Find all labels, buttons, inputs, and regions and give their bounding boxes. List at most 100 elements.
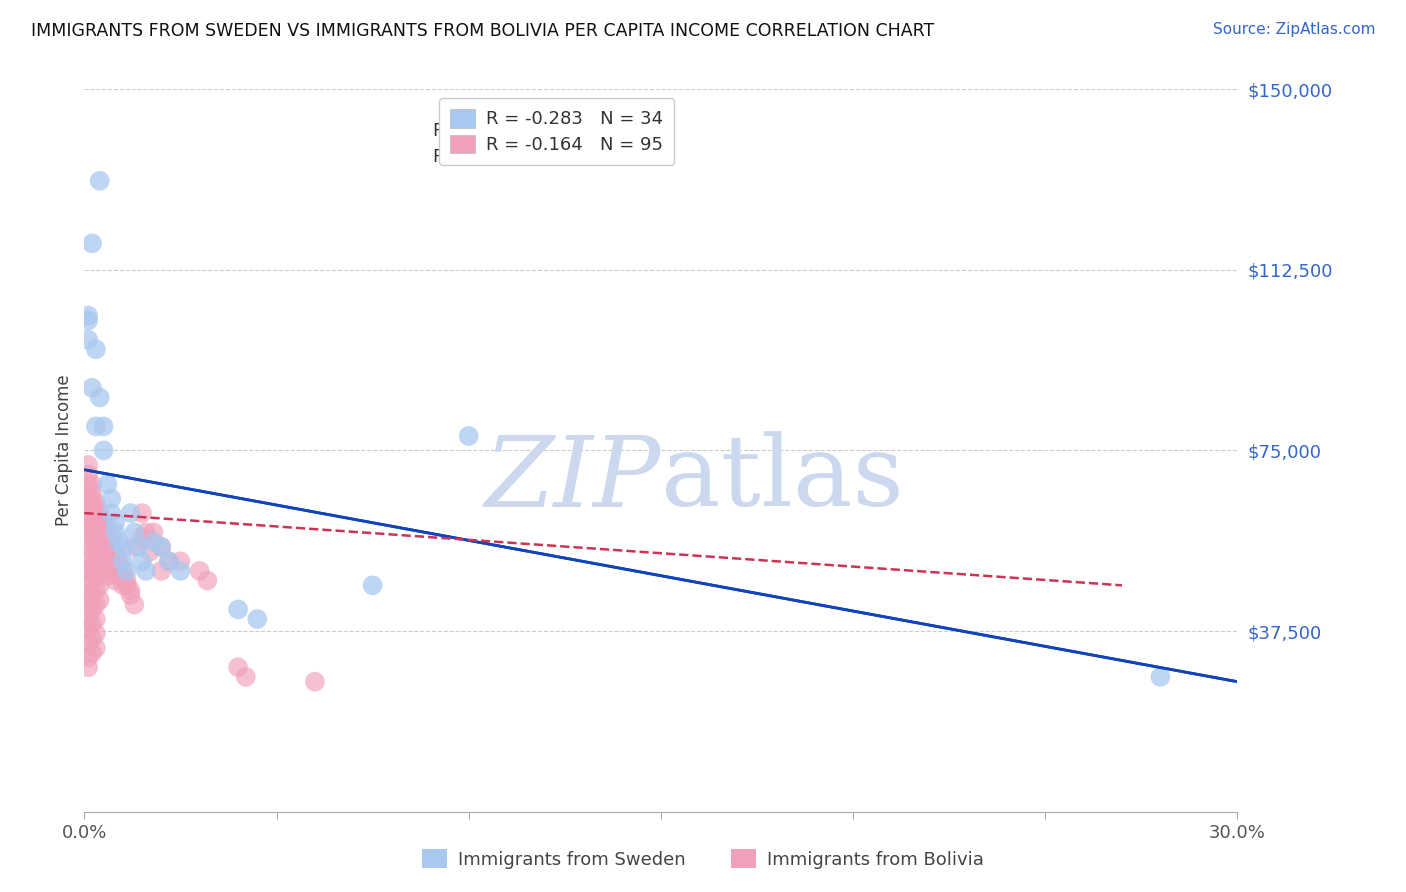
Point (111, 564, 134, 578)
Point (93, 544, 115, 558)
Point (77, 598, 100, 612)
Point (89, 506, 111, 520)
Point (100, 506, 122, 520)
Point (127, 540, 149, 554)
Point (93, 520, 115, 534)
Point (111, 568, 134, 582)
Point (124, 540, 146, 554)
Point (93, 530, 115, 544)
Point (89, 391, 111, 405)
Point (111, 578, 134, 592)
Point (138, 544, 160, 558)
Point (80, 646, 103, 660)
Point (84, 496, 107, 510)
Point (80, 602, 103, 616)
Point (104, 544, 127, 558)
Point (100, 491, 122, 506)
Point (80, 559, 103, 574)
Point (89, 549, 111, 564)
Point (124, 598, 146, 612)
Point (84, 511, 107, 525)
Point (89, 592, 111, 607)
Text: IMMIGRANTS FROM SWEDEN VS IMMIGRANTS FROM BOLIVIA PER CAPITA INCOME CORRELATION : IMMIGRANTS FROM SWEDEN VS IMMIGRANTS FRO… (31, 22, 934, 40)
Point (84, 568, 107, 582)
Point (150, 540, 173, 554)
Point (96, 525, 118, 540)
Point (108, 535, 131, 549)
Point (84, 626, 107, 640)
Text: -0.164: -0.164 (471, 148, 534, 167)
Point (111, 554, 134, 568)
Point (108, 554, 131, 568)
Point (111, 540, 134, 554)
Point (77, 588, 100, 602)
Point (124, 525, 146, 540)
Point (89, 564, 111, 578)
Text: N = 95: N = 95 (510, 148, 591, 167)
Point (115, 564, 138, 578)
Point (84, 640, 107, 655)
Text: Source: ZipAtlas.com: Source: ZipAtlas.com (1212, 22, 1375, 37)
Point (77, 564, 100, 578)
Point (80, 381, 103, 395)
Point (142, 525, 165, 540)
Point (226, 660, 249, 674)
Point (235, 670, 257, 684)
Point (80, 616, 103, 631)
Legend: R = -0.283   N = 34, R = -0.164   N = 95: R = -0.283 N = 34, R = -0.164 N = 95 (439, 98, 673, 165)
Point (304, 674, 326, 689)
Point (131, 554, 153, 568)
Point (100, 540, 122, 554)
Text: ZIP: ZIP (485, 432, 661, 527)
Point (84, 583, 107, 598)
Point (100, 564, 122, 578)
Point (169, 564, 191, 578)
Point (150, 540, 173, 554)
Point (195, 574, 218, 588)
Point (150, 564, 173, 578)
Point (89, 520, 111, 534)
Point (84, 612, 107, 626)
Point (84, 554, 107, 568)
Point (77, 612, 100, 626)
Point (131, 530, 153, 544)
Point (89, 511, 111, 525)
Point (104, 525, 127, 540)
Point (135, 564, 157, 578)
Point (77, 622, 100, 636)
Point (457, 429, 479, 443)
Point (96, 540, 118, 554)
Point (77, 506, 100, 520)
Point (84, 525, 107, 540)
Point (142, 535, 165, 549)
Point (120, 583, 142, 598)
Point (120, 588, 142, 602)
Point (246, 612, 269, 626)
Point (77, 636, 100, 650)
Y-axis label: Per Capita Income: Per Capita Income (55, 375, 73, 526)
Point (93, 419, 115, 434)
Point (80, 491, 103, 506)
Point (135, 525, 157, 540)
Point (80, 588, 103, 602)
Point (120, 506, 142, 520)
Point (80, 477, 103, 491)
Point (77, 525, 100, 540)
Point (77, 467, 100, 482)
Point (361, 578, 384, 592)
Point (96, 530, 118, 544)
Point (84, 343, 107, 357)
Point (169, 554, 191, 568)
Point (104, 516, 127, 530)
Point (77, 477, 100, 491)
Point (157, 554, 180, 568)
Point (93, 559, 115, 574)
Point (77, 650, 100, 665)
Text: R =: R = (433, 121, 471, 140)
Point (100, 535, 122, 549)
Point (77, 309, 100, 323)
Point (77, 458, 100, 472)
Point (108, 568, 131, 582)
Point (115, 578, 138, 592)
Point (100, 549, 122, 564)
